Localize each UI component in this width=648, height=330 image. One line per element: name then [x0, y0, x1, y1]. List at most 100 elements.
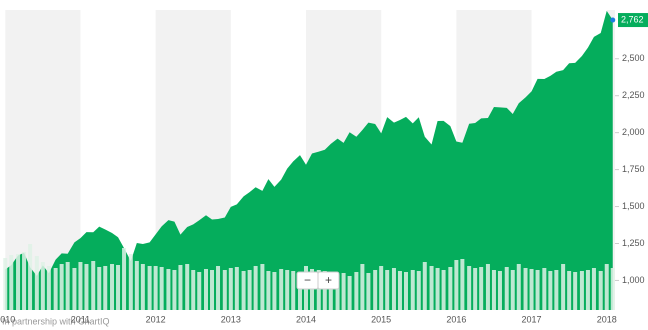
volume-bar	[34, 256, 39, 310]
volume-bar	[422, 262, 427, 310]
volume-bar	[185, 264, 190, 310]
zoom-in-label[interactable]: +	[325, 273, 332, 287]
volume-bar	[335, 275, 340, 310]
volume-bar	[591, 268, 596, 310]
volume-bar	[542, 268, 547, 310]
x-tick-label: 2011	[71, 314, 90, 324]
volume-bar	[178, 265, 183, 310]
y-tick-label: 2,000	[622, 127, 645, 137]
y-tick-label: 2,250	[622, 90, 645, 100]
volume-bar	[341, 273, 346, 310]
volume-bar	[166, 269, 171, 310]
value-label-box	[618, 13, 648, 28]
y-tick-label: 1,000	[622, 275, 645, 285]
volume-bar	[291, 271, 296, 310]
x-tick-label: 2010	[0, 314, 15, 324]
volume-bar	[172, 270, 177, 310]
zoom-out-button[interactable]: −	[296, 271, 319, 290]
volume-bar	[122, 248, 127, 310]
volume-bar	[473, 268, 478, 310]
volume-bar	[523, 268, 528, 310]
volume-bar	[360, 264, 365, 310]
volume-bar	[529, 269, 534, 310]
volume-bar	[397, 271, 402, 310]
volume-bar	[410, 270, 415, 310]
volume-bar	[373, 270, 378, 310]
volume-bar	[297, 273, 302, 310]
volume-bar	[485, 264, 490, 310]
volume-bar	[9, 255, 14, 310]
volume-bar	[391, 268, 396, 310]
zoom-in-button[interactable]: +	[317, 271, 340, 290]
volume-bar	[554, 270, 559, 310]
volume-bar	[460, 259, 465, 310]
y-tick-label: 1,250	[622, 238, 645, 248]
zoom-out-label[interactable]: −	[304, 273, 311, 287]
volume-bar	[479, 267, 484, 310]
volume-bar	[316, 270, 321, 310]
volume-bar	[510, 270, 515, 310]
volume-bar	[573, 272, 578, 310]
volume-bar	[28, 244, 33, 310]
volume-bar	[610, 268, 615, 310]
credit: In partnership with ChartIQ	[2, 316, 110, 326]
x-tick-label: 2016	[446, 314, 466, 324]
volume-bar	[497, 271, 502, 310]
volume-bar	[272, 272, 277, 310]
volume-bar	[385, 270, 390, 310]
volume-bar	[97, 267, 102, 310]
volume-bar	[379, 266, 384, 310]
x-tick-label: 2018	[597, 314, 617, 324]
zoom-in-box[interactable]	[317, 271, 340, 290]
volume-bar	[204, 269, 209, 310]
volume-bar	[22, 252, 27, 310]
volume-bar	[134, 261, 139, 310]
x-tick-label: 2017	[522, 314, 542, 324]
volume-bar	[197, 272, 202, 310]
volume-bar	[234, 267, 239, 310]
volume-bar	[147, 266, 152, 310]
volume-bar	[91, 261, 96, 310]
volume-bar	[441, 270, 446, 310]
x-tick-label: 2012	[146, 314, 166, 324]
volume-bar	[65, 262, 70, 310]
volume-bar	[216, 266, 221, 310]
volume-bar	[322, 271, 327, 310]
volume-bar	[46, 266, 51, 310]
volume-bar	[366, 273, 371, 310]
x-tick-label: 2014	[296, 314, 316, 324]
volume-bar	[191, 270, 196, 310]
volume-bar	[40, 262, 45, 310]
volume-bar	[448, 267, 453, 310]
volume-bar	[103, 266, 108, 310]
volume-bar	[504, 267, 509, 310]
volume-bar	[159, 267, 164, 310]
volume-bar	[403, 272, 408, 310]
volume-bar	[3, 258, 8, 310]
volume-bar	[53, 268, 58, 310]
volume-bar	[535, 270, 540, 310]
x-tick-label: 2015	[371, 314, 391, 324]
volume-bar	[467, 266, 472, 310]
volume-bar	[548, 271, 553, 310]
volume-bar	[116, 265, 121, 310]
y-tick-label: 1,750	[622, 164, 645, 174]
volume-bar	[416, 271, 421, 310]
y-tick-label: 1,500	[622, 201, 645, 211]
volume-bar	[516, 264, 521, 310]
volume-bar	[241, 271, 246, 310]
volume-bar	[598, 271, 603, 310]
volume-bar	[247, 270, 252, 310]
volume-bar	[279, 269, 284, 310]
last-point	[610, 17, 616, 23]
volume-bar	[604, 264, 609, 310]
volume-bar	[59, 264, 64, 310]
volume-bar	[328, 274, 333, 310]
volume-bar	[78, 262, 83, 310]
volume-bar	[16, 254, 21, 310]
value-label: 2,762	[621, 14, 644, 24]
y-tick-label: 2,500	[622, 53, 645, 63]
volume-bar	[354, 272, 359, 310]
plot	[3, 10, 615, 311]
